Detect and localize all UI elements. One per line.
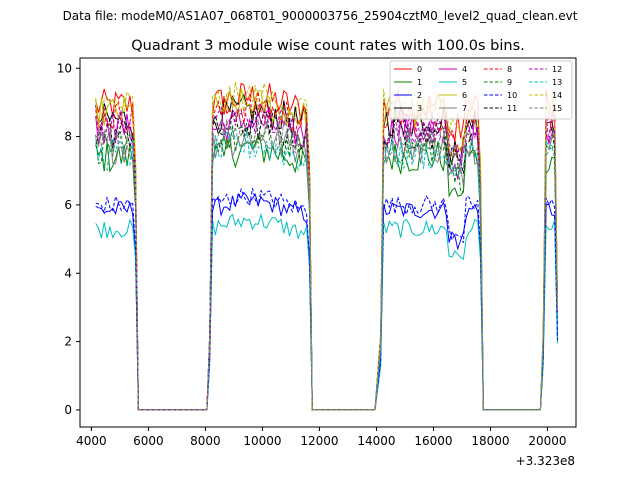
chart-suptitle: Data file: modeM0/AS1A07_068T01_90000037… xyxy=(63,9,578,23)
legend-label-1: 1 xyxy=(417,78,422,87)
x-tick-label: 12000 xyxy=(300,434,338,448)
x-tick-label: 16000 xyxy=(414,434,452,448)
series-layer xyxy=(95,81,558,411)
legend-label-7: 7 xyxy=(462,104,467,113)
x-tick-label: 20000 xyxy=(528,434,566,448)
series-line-15 xyxy=(95,119,558,411)
axes: 4000 6000 8000 10000 12000 14000 16000 18000 200… xyxy=(57,61,567,448)
plot-frame xyxy=(79,57,577,428)
x-tick-label: 4000 xyxy=(76,434,107,448)
y-tick-label: 6 xyxy=(64,198,72,212)
legend-label-11: 11 xyxy=(507,104,517,113)
y-tick-label: 8 xyxy=(64,130,72,144)
x-offset-label: +3.323e8 xyxy=(516,454,575,468)
x-tick-label: 6000 xyxy=(133,434,164,448)
y-tick-label: 0 xyxy=(64,403,72,417)
legend-label-10: 10 xyxy=(507,91,517,100)
legend-label-5: 5 xyxy=(462,78,467,87)
legend-label-2: 2 xyxy=(417,91,422,100)
x-tick-label: 10000 xyxy=(243,434,281,448)
legend-label-9: 9 xyxy=(507,78,512,87)
legend-label-0: 0 xyxy=(417,65,422,74)
legend-label-15: 15 xyxy=(552,104,562,113)
legend-label-3: 3 xyxy=(417,104,422,113)
y-tick-label: 2 xyxy=(64,335,72,349)
legend-label-12: 12 xyxy=(552,65,562,74)
chart-title: Quadrant 3 module wise count rates with … xyxy=(131,38,525,54)
legend-label-13: 13 xyxy=(552,78,562,87)
y-tick-label: 10 xyxy=(57,61,72,75)
legend-label-4: 4 xyxy=(462,65,467,74)
legend-label-14: 14 xyxy=(552,91,562,100)
legend-label-6: 6 xyxy=(462,91,467,100)
x-tick-label: 14000 xyxy=(357,434,395,448)
x-tick-label: 8000 xyxy=(190,434,221,448)
legend-label-8: 8 xyxy=(507,65,512,74)
legend-frame xyxy=(389,60,573,120)
x-tick-label: 18000 xyxy=(471,434,509,448)
y-tick-label: 4 xyxy=(64,266,72,280)
